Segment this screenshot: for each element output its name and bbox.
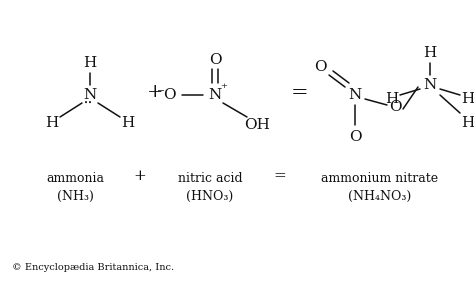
Text: (HNO₃): (HNO₃) [186, 189, 234, 202]
Text: H: H [121, 116, 135, 130]
Text: (NH₃): (NH₃) [56, 189, 93, 202]
Text: O: O [389, 100, 401, 114]
Text: (NH₄NO₃): (NH₄NO₃) [348, 189, 411, 202]
Text: O: O [349, 130, 361, 144]
Text: N: N [423, 78, 437, 92]
Text: H: H [461, 92, 474, 106]
Text: H: H [46, 116, 59, 130]
Text: +: + [147, 83, 163, 101]
Text: N: N [209, 88, 222, 102]
Text: H: H [461, 116, 474, 130]
Text: +: + [134, 169, 146, 183]
Text: ammonium nitrate: ammonium nitrate [321, 172, 438, 185]
Text: O: O [314, 60, 326, 74]
Text: H: H [83, 56, 97, 70]
Text: N: N [83, 88, 97, 102]
Text: © Encyclopædia Britannica, Inc.: © Encyclopædia Britannica, Inc. [12, 264, 174, 273]
Text: ⁻O: ⁻O [157, 88, 177, 102]
Text: nitric acid: nitric acid [178, 172, 242, 185]
Text: ••: •• [84, 99, 92, 107]
Text: =: = [291, 82, 309, 101]
Text: ammonia: ammonia [46, 172, 104, 185]
Text: H: H [385, 92, 399, 106]
Text: OH: OH [244, 118, 270, 132]
Text: O: O [209, 53, 221, 67]
Text: N: N [348, 88, 362, 102]
Text: =: = [273, 169, 286, 183]
Text: H: H [423, 46, 437, 60]
Text: +: + [220, 82, 228, 90]
